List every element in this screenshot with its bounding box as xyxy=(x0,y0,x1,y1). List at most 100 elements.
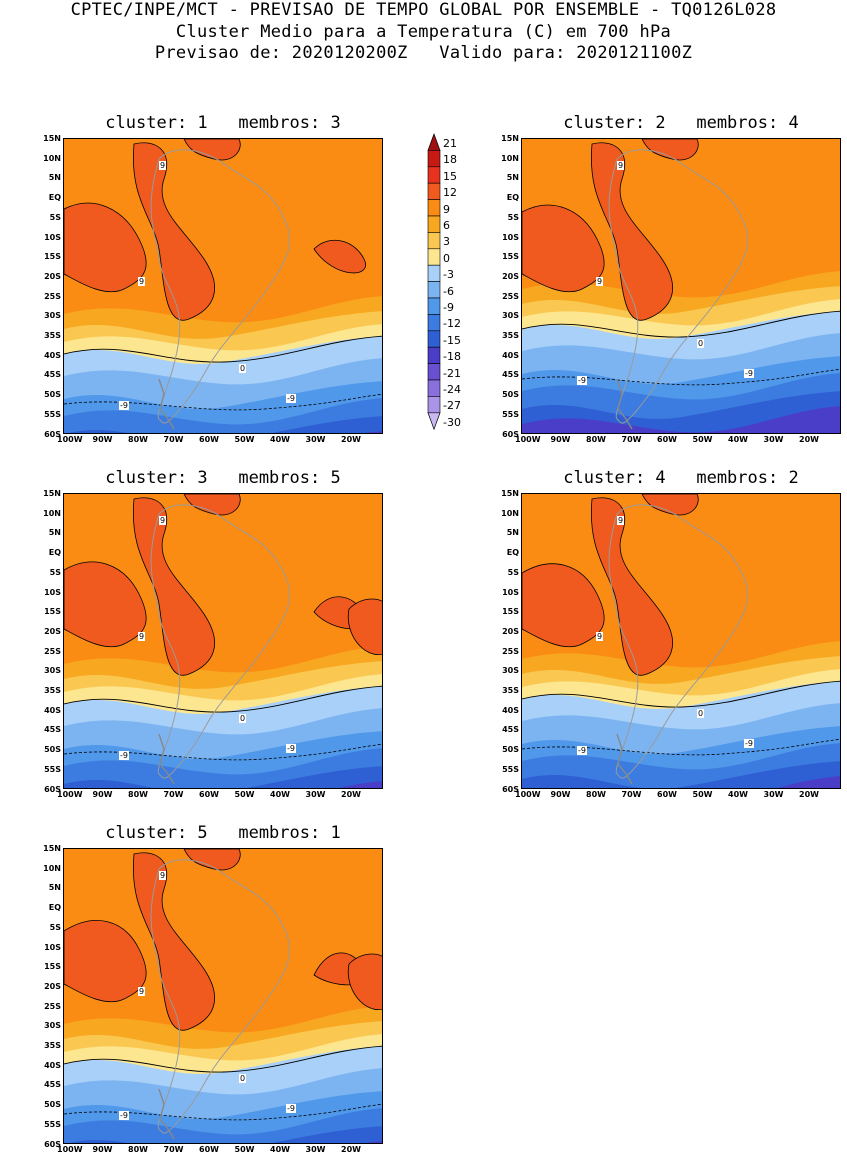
lat-tick-label: 50S xyxy=(44,745,61,755)
colorbar-swatch xyxy=(427,182,441,200)
colorbar-label: -9 xyxy=(443,301,454,314)
lat-tick-label: 5N xyxy=(506,173,519,183)
colorbar-label: -30 xyxy=(443,415,461,429)
lat-tick-label: 5S xyxy=(49,567,61,577)
lat-tick-label: 15N xyxy=(501,134,519,143)
lat-tick-label: 25S xyxy=(44,1001,61,1011)
lon-tick-label: 30W xyxy=(763,435,784,444)
colorbar-swatch xyxy=(427,346,441,364)
panel-title-4: cluster: 4 membros: 2 xyxy=(563,468,799,488)
lat-tick-label: 25S xyxy=(502,291,519,301)
contour-label: 9 xyxy=(159,161,167,170)
lon-tick-label: 20W xyxy=(341,1145,361,1154)
lat-tick-label: 5N xyxy=(48,883,61,893)
contour-label: 0 xyxy=(239,364,247,373)
lat-tick-label: 5S xyxy=(49,922,61,932)
lat-tick-label: 15N xyxy=(43,844,61,853)
lon-tick-label: 50W xyxy=(234,435,255,444)
colorbar-swatch xyxy=(427,379,441,397)
lat-tick-label: 40S xyxy=(44,1060,61,1070)
lon-tick-label: 50W xyxy=(234,1145,255,1154)
temperature-map-4: 9 9 0 -9 -9 xyxy=(521,493,841,789)
lat-tick-label: 10N xyxy=(501,153,519,163)
contour-label: 9 xyxy=(617,161,625,170)
lat-tick-label: 30S xyxy=(502,666,519,676)
lat-tick-label: 15S xyxy=(44,607,61,617)
lon-tick-label: 50W xyxy=(692,435,713,444)
lon-tick-label: 50W xyxy=(234,790,255,799)
lon-tick-label: 90W xyxy=(92,435,113,444)
lat-tick-label: 20S xyxy=(44,626,61,636)
contour-label: -9 xyxy=(119,401,129,410)
lon-tick-label: 60W xyxy=(199,1145,219,1154)
lat-tick-label: 10S xyxy=(502,587,519,597)
contour-label: 0 xyxy=(697,339,705,348)
lon-tick-label: 70W xyxy=(621,790,642,799)
contour-label: 9 xyxy=(617,516,625,525)
contour-label: 9 xyxy=(159,516,167,525)
lon-tick-label: 40W xyxy=(270,435,290,444)
lon-tick-label: 80W xyxy=(128,790,148,799)
lon-tick-label: 80W xyxy=(128,435,148,444)
contour-label: 9 xyxy=(138,632,146,641)
lon-tick-label: 30W xyxy=(763,790,784,799)
lat-tick-label: 20S xyxy=(502,271,519,281)
map-fill-3 xyxy=(64,494,382,788)
lat-tick-label: 35S xyxy=(44,686,61,695)
lon-tick-label: 80W xyxy=(586,790,606,799)
contour-label: -9 xyxy=(119,751,129,760)
lat-tick-label: 5S xyxy=(507,567,519,577)
colorbar-graphic xyxy=(427,132,441,431)
contour-label: 0 xyxy=(697,709,705,718)
lat-tick-label: 45S xyxy=(44,1080,61,1090)
lat-tick-label: EQ xyxy=(506,193,519,203)
lat-tick-label: 10S xyxy=(44,587,61,597)
colorbar-swatch xyxy=(427,264,441,282)
lon-tick-label: 90W xyxy=(550,435,571,444)
lon-tick-label: 90W xyxy=(92,790,113,799)
lon-tick-label: 60W xyxy=(657,790,677,799)
colorbar-label: -27 xyxy=(443,399,461,413)
colorbar-label: 12 xyxy=(443,186,457,200)
lat-tick-label: 35S xyxy=(44,331,61,340)
colorbar-swatch xyxy=(427,297,441,315)
lon-tick-label: 20W xyxy=(341,435,361,444)
lon-tick-label: 40W xyxy=(728,790,748,799)
lon-tick-label: 100W xyxy=(515,435,541,444)
colorbar-swatch xyxy=(427,281,441,299)
lat-tick-label: 15N xyxy=(501,489,519,498)
contour-label: -9 xyxy=(119,1111,129,1120)
contour-label: -9 xyxy=(577,746,587,755)
lat-tick-label: EQ xyxy=(48,548,61,558)
lat-tick-label: 20S xyxy=(44,981,61,991)
lon-tick-label: 60W xyxy=(657,435,677,444)
colorbar-label: 9 xyxy=(443,202,450,216)
lon-tick-label: 30W xyxy=(305,435,326,444)
lon-tick-label: 90W xyxy=(550,790,571,799)
lat-tick-label: 10N xyxy=(501,508,519,518)
lat-tick-label: 60S xyxy=(44,1139,61,1149)
contour-label: -9 xyxy=(286,394,296,403)
temperature-map-5: 9 9 0 -9 -9 xyxy=(63,848,383,1144)
lat-tick-label: 30S xyxy=(44,666,61,676)
lon-tick-label: 70W xyxy=(163,790,184,799)
lon-tick-label: 100W xyxy=(57,790,83,799)
contour-label: 0 xyxy=(239,1074,247,1083)
lat-tick-label: 50S xyxy=(44,390,61,400)
colorbar-label: -6 xyxy=(443,284,454,298)
lat-tick-label: 10N xyxy=(43,508,61,518)
lon-tick-label: 60W xyxy=(199,790,219,799)
contour-label: 9 xyxy=(138,277,146,286)
colorbar-swatch xyxy=(427,232,441,250)
contour-label: -9 xyxy=(744,739,754,748)
lon-tick-label: 70W xyxy=(621,435,642,444)
contour-label: 9 xyxy=(596,632,604,641)
colorbar-label: -24 xyxy=(443,383,461,396)
map-fill-5 xyxy=(64,849,382,1143)
panel-title-2: cluster: 2 membros: 4 xyxy=(563,113,799,133)
lat-tick-label: 60S xyxy=(502,784,519,794)
colorbar-swatch xyxy=(427,396,441,414)
colorbar-label: -21 xyxy=(443,366,461,380)
colorbar-swatch xyxy=(427,363,441,381)
lat-tick-label: 50S xyxy=(502,745,519,755)
